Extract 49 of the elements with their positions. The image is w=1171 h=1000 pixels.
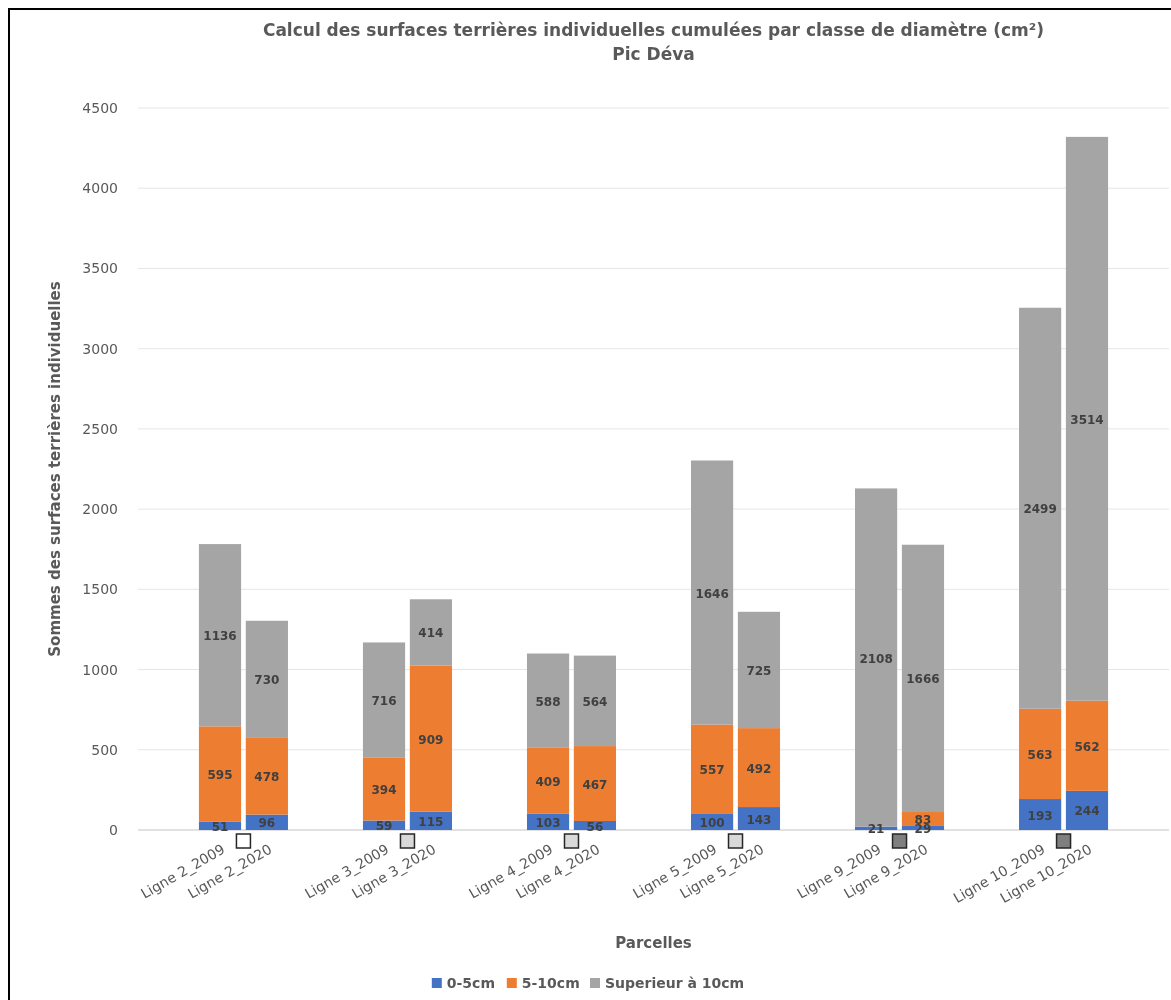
y-axis-title: Sommes des surfaces terrières individuelles [46,281,64,657]
y-tick-label: 1500 [82,581,118,598]
legend-label: 5-10cm [521,975,580,991]
y-tick-label: 4500 [82,100,118,116]
data-label: 564 [582,694,608,709]
y-tick-label: 0 [109,822,118,838]
y-tick-label: 3500 [82,260,118,277]
data-label: 143 [746,812,772,827]
data-label: 3514 [1070,412,1104,427]
legend-label: 0-5cm [446,975,495,991]
y-tick-label: 1000 [82,661,118,678]
data-label: 103 [535,815,561,830]
data-label: 716 [371,693,397,708]
data-label: 394 [371,782,397,797]
data-label: 21 [867,822,885,837]
y-tick-label: 4000 [82,180,118,197]
data-label: 588 [535,694,561,709]
data-label: 595 [207,768,233,783]
data-label: 193 [1027,808,1053,823]
legend-label: Superieur à 10cm [605,975,745,991]
chart-subtitle: Pic Déva [612,44,695,64]
data-label: 1666 [906,672,940,687]
data-label: 557 [699,763,725,778]
data-label: 492 [746,761,772,776]
data-label: 467 [582,777,608,792]
y-tick-label: 2500 [82,420,118,437]
data-label: 478 [254,770,280,785]
data-label: 725 [746,663,772,678]
data-label: 59 [375,819,393,834]
data-label: 563 [1027,747,1053,762]
data-label: 56 [586,819,604,834]
chart-title: Calcul des surfaces terrières individuelles cumulées par classe de diamètre (cm²) [262,20,1045,40]
data-label: 409 [535,774,561,789]
x-axis-title: Parcelles [615,934,692,952]
data-label: 1646 [695,586,729,601]
data-label: 2108 [859,651,893,666]
data-label: 414 [418,626,444,641]
data-label: 96 [258,816,276,831]
y-tick-label: 3000 [82,340,118,357]
data-label: 2499 [1023,502,1057,517]
data-label: 1136 [203,629,237,644]
data-label: 909 [418,732,444,747]
data-label: 730 [254,673,280,688]
data-label: 562 [1074,739,1100,754]
y-tick-label: 500 [91,741,118,758]
data-label: 244 [1074,804,1100,819]
data-label: 100 [699,815,725,830]
data-label: 115 [418,814,444,829]
y-tick-label: 2000 [82,501,118,518]
